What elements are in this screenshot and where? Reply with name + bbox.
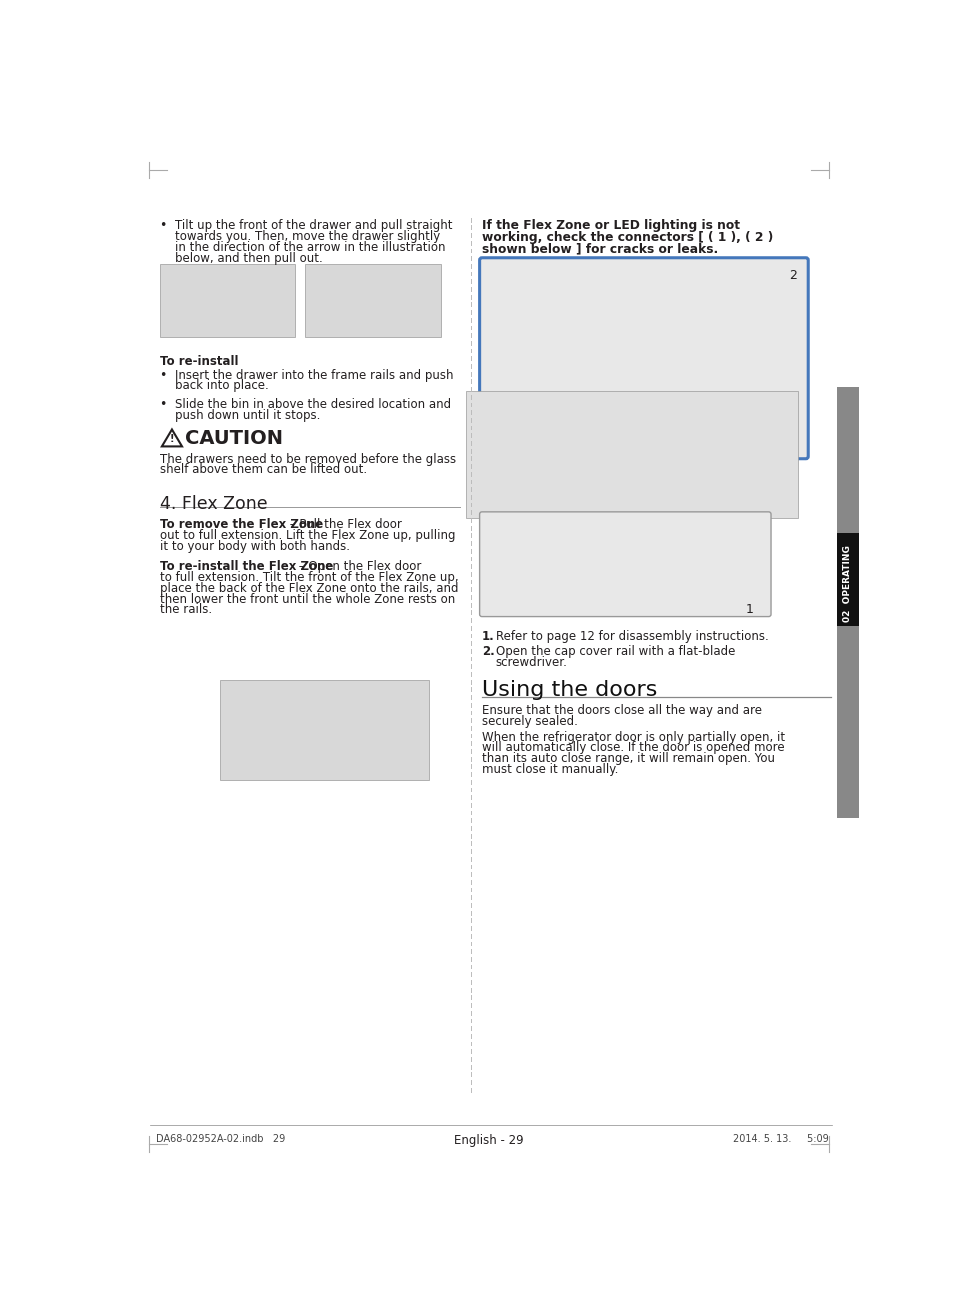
Text: DA68-02952A-02.indb   29: DA68-02952A-02.indb 29	[156, 1134, 285, 1144]
Text: 2.: 2.	[481, 645, 495, 658]
Text: towards you. Then, move the drawer slightly: towards you. Then, move the drawer sligh…	[174, 230, 440, 243]
Text: screwdriver.: screwdriver.	[496, 656, 567, 669]
Bar	[220, 679, 429, 779]
Bar	[836, 533, 858, 626]
Text: •: •	[159, 220, 167, 233]
Text: back into place.: back into place.	[174, 380, 269, 393]
Text: To re-install: To re-install	[159, 355, 238, 368]
Text: •: •	[159, 368, 167, 381]
Text: the rails.: the rails.	[159, 604, 212, 617]
Text: it to your body with both hands.: it to your body with both hands.	[159, 540, 349, 553]
Text: The drawers need to be removed before the glass: The drawers need to be removed before th…	[159, 453, 456, 466]
Text: – Pull the Flex door: – Pull the Flex door	[286, 518, 401, 531]
Text: Refer to page 12 for disassembly instructions.: Refer to page 12 for disassembly instruc…	[496, 630, 768, 643]
Text: than its auto close range, it will remain open. You: than its auto close range, it will remai…	[481, 752, 774, 765]
Bar	[466, 392, 798, 518]
Text: Ensure that the doors close all the way and are: Ensure that the doors close all the way …	[481, 704, 761, 717]
Text: out to full extension. Lift the Flex Zone up, pulling: out to full extension. Lift the Flex Zon…	[159, 528, 455, 541]
Text: 1: 1	[744, 602, 753, 615]
Text: 2: 2	[788, 269, 796, 282]
Text: shelf above them can be lifted out.: shelf above them can be lifted out.	[159, 463, 366, 476]
Text: must close it manually.: must close it manually.	[481, 762, 618, 775]
Text: shown below ] for cracks or leaks.: shown below ] for cracks or leaks.	[481, 242, 718, 255]
Text: If the Flex Zone or LED lighting is not: If the Flex Zone or LED lighting is not	[481, 220, 740, 233]
Text: Slide the bin in above the desired location and: Slide the bin in above the desired locat…	[174, 398, 451, 411]
Text: !: !	[170, 433, 174, 444]
Text: Insert the drawer into the frame rails and push: Insert the drawer into the frame rails a…	[174, 368, 453, 381]
Text: 1.: 1.	[481, 630, 495, 643]
Text: 4. Flex Zone: 4. Flex Zone	[159, 494, 267, 513]
Text: CAUTION: CAUTION	[185, 429, 283, 449]
Text: push down until it stops.: push down until it stops.	[174, 409, 320, 422]
Text: to full extension. Tilt the front of the Flex Zone up,: to full extension. Tilt the front of the…	[159, 571, 457, 584]
Text: securely sealed.: securely sealed.	[481, 716, 578, 729]
Text: To remove the Flex Zone: To remove the Flex Zone	[159, 518, 322, 531]
Text: 2014. 5. 13.     5:09: 2014. 5. 13. 5:09	[733, 1134, 828, 1144]
Text: •: •	[159, 398, 167, 411]
Text: When the refrigerator door is only partially open, it: When the refrigerator door is only parti…	[481, 731, 784, 744]
Text: English - 29: English - 29	[454, 1134, 523, 1147]
Bar	[305, 264, 440, 337]
Text: will automatically close. If the door is opened more: will automatically close. If the door is…	[481, 742, 783, 755]
Bar	[159, 264, 294, 337]
Text: then lower the front until the whole Zone rests on: then lower the front until the whole Zon…	[159, 593, 455, 606]
Text: Tilt up the front of the drawer and pull straight: Tilt up the front of the drawer and pull…	[174, 220, 452, 233]
Text: – Open the Flex door: – Open the Flex door	[294, 561, 421, 574]
Text: below, and then pull out.: below, and then pull out.	[174, 251, 322, 264]
Text: To re-install the Flex Zone: To re-install the Flex Zone	[159, 561, 333, 574]
Text: Using the doors: Using the doors	[481, 679, 657, 700]
Text: Open the cap cover rail with a flat-blade: Open the cap cover rail with a flat-blad…	[496, 645, 735, 658]
Text: 02  OPERATING: 02 OPERATING	[842, 545, 851, 622]
Text: working, check the connectors [ ( 1 ), ( 2 ): working, check the connectors [ ( 1 ), (…	[481, 230, 772, 243]
Text: place the back of the Flex Zone onto the rails, and: place the back of the Flex Zone onto the…	[159, 582, 457, 595]
Bar	[836, 388, 858, 818]
FancyBboxPatch shape	[479, 511, 770, 617]
FancyBboxPatch shape	[479, 258, 807, 459]
Text: in the direction of the arrow in the illustration: in the direction of the arrow in the ill…	[174, 241, 445, 254]
